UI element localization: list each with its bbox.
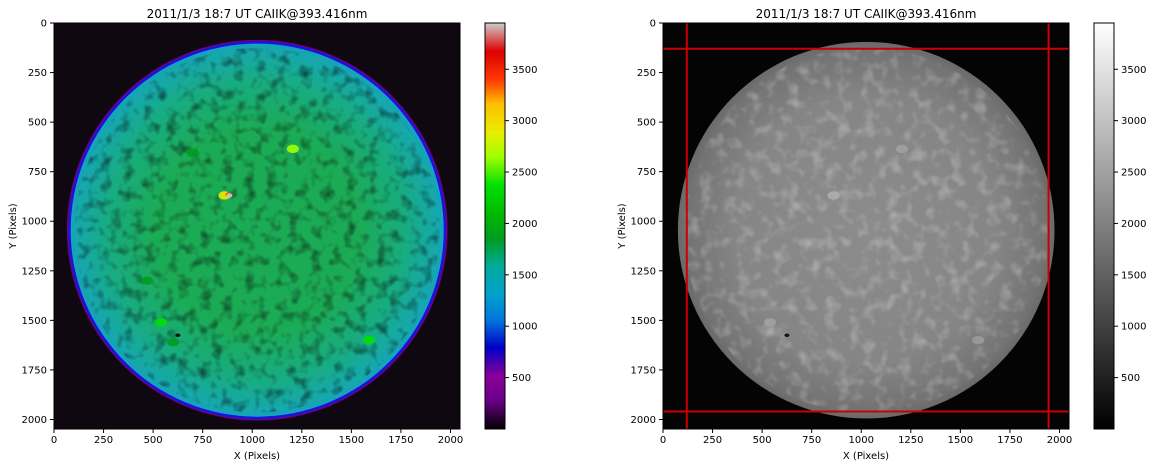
colorbar-tick-label: 1000 — [512, 322, 537, 333]
y-tick-label: 500 — [28, 118, 47, 129]
chart-title: 2011/1/3 18:7 UT CAIIK@393.416nm — [756, 7, 977, 21]
x-tick-label: 1250 — [898, 435, 923, 446]
active-region — [972, 335, 985, 345]
x-tick-label: 1500 — [948, 435, 973, 446]
colorbar-tick-label: 500 — [512, 373, 531, 384]
y-axis-label: Y (Pixels) — [617, 203, 628, 250]
active-region — [363, 335, 376, 345]
y-tick-label: 1500 — [631, 316, 656, 327]
active-region — [784, 333, 790, 337]
x-tick-label: 0 — [660, 435, 666, 446]
active-region — [226, 193, 233, 198]
y-tick-label: 2000 — [631, 415, 656, 426]
y-tick-label: 0 — [41, 19, 47, 30]
colorbar-tick-label: 1500 — [1121, 270, 1146, 281]
colorbar-2: 500 1000 1500 2000 2500 3000 3500 — [1093, 22, 1146, 430]
x-tick-label: 750 — [193, 435, 212, 446]
plot-panel-2: 0 250 500 750 1000 1250 1500 1750 2000 0 250 500 750… — [617, 7, 1146, 462]
x-tick-label: 750 — [802, 435, 821, 446]
image-2 — [663, 23, 1069, 429]
y-tick-label: 1000 — [631, 217, 656, 228]
y-tick-label: 750 — [637, 167, 656, 178]
x-tick-label: 0 — [51, 435, 57, 446]
colorbar-tick-label: 2000 — [512, 219, 537, 230]
y-tick-label: 750 — [28, 167, 47, 178]
active-region — [166, 337, 179, 347]
mottle-texture — [683, 47, 1049, 413]
colorbar-tick-label: 3500 — [512, 65, 537, 76]
y-axis-label: Y (Pixels) — [8, 203, 19, 250]
x-tick-label: 2000 — [1047, 435, 1072, 446]
chromosphere-texture — [683, 47, 1049, 413]
y-tick-label: 1500 — [22, 316, 47, 327]
colorbar-tick-label: 2500 — [1121, 168, 1146, 179]
y-tick-label: 0 — [650, 19, 656, 30]
y-tick-label: 250 — [637, 68, 656, 79]
x-tick-label: 1500 — [339, 435, 364, 446]
x-tick-label: 250 — [94, 435, 113, 446]
x-tick-label: 500 — [753, 435, 772, 446]
y-tick-label: 2000 — [22, 415, 47, 426]
chromosphere-texture — [74, 47, 440, 413]
x-tick-label: 1250 — [289, 435, 314, 446]
colorbar-tick-label: 3000 — [512, 116, 537, 127]
image-1 — [54, 23, 460, 429]
active-region — [186, 148, 199, 158]
plot-panel-1: 0 250 500 750 1000 1250 1500 1750 2000 0 250 500 750… — [8, 7, 537, 462]
colorbar-tick-label: 2000 — [1121, 219, 1146, 230]
active-region — [155, 318, 168, 327]
x-axis-label: X (Pixels) — [843, 451, 889, 462]
y-tick-label: 500 — [637, 118, 656, 129]
x-tick-label: 1750 — [997, 435, 1022, 446]
y-tick-label: 250 — [28, 68, 47, 79]
x-tick-label: 2000 — [438, 435, 463, 446]
x-tick-label: 1000 — [240, 435, 265, 446]
x-tick-label: 500 — [144, 435, 163, 446]
x-tick-label: 1000 — [849, 435, 874, 446]
x-tick-label: 1750 — [388, 435, 413, 446]
y-tick-label: 1750 — [22, 365, 47, 376]
colorbar-tick-label: 500 — [1121, 373, 1140, 384]
active-region — [795, 148, 808, 158]
active-region — [827, 191, 840, 200]
y-tick-label: 1000 — [22, 217, 47, 228]
active-region — [895, 144, 908, 154]
colorbar-1: 500 1000 1500 2000 2500 3000 3500 — [484, 22, 537, 430]
colorbar-tick-label: 1000 — [1121, 322, 1146, 333]
chart-title: 2011/1/3 18:7 UT CAIIK@393.416nm — [147, 7, 368, 21]
y-tick-label: 1250 — [22, 266, 47, 277]
axes-frame — [662, 22, 1070, 430]
active-region — [175, 333, 181, 337]
y-tick-label: 1750 — [631, 365, 656, 376]
mottle-texture — [74, 47, 440, 413]
colorbar-tick-label: 3500 — [1121, 65, 1146, 76]
x-axis-label: X (Pixels) — [234, 451, 280, 462]
axes-frame — [53, 22, 461, 430]
colorbar-gradient — [1093, 22, 1115, 430]
colorbar-tick-label: 2500 — [512, 168, 537, 179]
active-region — [141, 276, 154, 285]
active-region — [286, 144, 299, 154]
active-region — [764, 318, 777, 327]
colorbar-gradient — [484, 22, 506, 430]
y-tick-label: 1250 — [631, 266, 656, 277]
colorbar-tick-label: 1500 — [512, 270, 537, 281]
x-tick-label: 250 — [703, 435, 722, 446]
colorbar-tick-label: 3000 — [1121, 116, 1146, 127]
